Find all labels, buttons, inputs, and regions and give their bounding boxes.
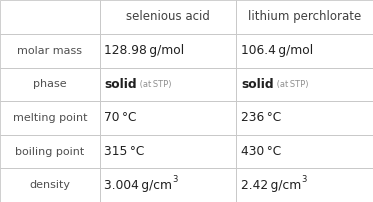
Bar — [0, 67, 100, 101]
Text: 430 °C: 430 °C — [241, 145, 281, 158]
Bar — [100, 135, 236, 168]
Bar — [236, 101, 373, 135]
Text: selenious acid: selenious acid — [126, 11, 210, 23]
Text: phase: phase — [33, 79, 67, 89]
Bar — [236, 34, 373, 67]
Text: 236 °C: 236 °C — [241, 112, 281, 124]
Bar — [100, 101, 236, 135]
Text: 3.004 g/cm: 3.004 g/cm — [104, 179, 172, 192]
Text: (at STP): (at STP) — [137, 80, 172, 89]
Text: 3: 3 — [301, 175, 307, 184]
Text: 70 °C: 70 °C — [104, 112, 137, 124]
Text: 128.98 g/mol: 128.98 g/mol — [104, 44, 185, 57]
Bar — [0, 101, 100, 135]
Bar — [100, 168, 236, 202]
Bar — [0, 168, 100, 202]
Bar — [236, 168, 373, 202]
Bar — [236, 67, 373, 101]
Bar — [0, 135, 100, 168]
Bar — [0, 0, 100, 34]
Text: (at STP): (at STP) — [273, 80, 308, 89]
Text: lithium perchlorate: lithium perchlorate — [248, 11, 361, 23]
Text: density: density — [29, 180, 70, 190]
Text: 315 °C: 315 °C — [104, 145, 145, 158]
Text: solid: solid — [241, 78, 273, 91]
Text: solid: solid — [104, 78, 137, 91]
Bar — [100, 0, 236, 34]
Bar — [100, 34, 236, 67]
Text: boiling point: boiling point — [15, 147, 85, 157]
Bar — [236, 0, 373, 34]
Bar — [100, 67, 236, 101]
Text: 2.42 g/cm: 2.42 g/cm — [241, 179, 301, 192]
Text: melting point: melting point — [13, 113, 87, 123]
Bar — [236, 135, 373, 168]
Text: 106.4 g/mol: 106.4 g/mol — [241, 44, 313, 57]
Bar — [0, 34, 100, 67]
Text: 3: 3 — [172, 175, 178, 184]
Text: molar mass: molar mass — [18, 46, 82, 56]
